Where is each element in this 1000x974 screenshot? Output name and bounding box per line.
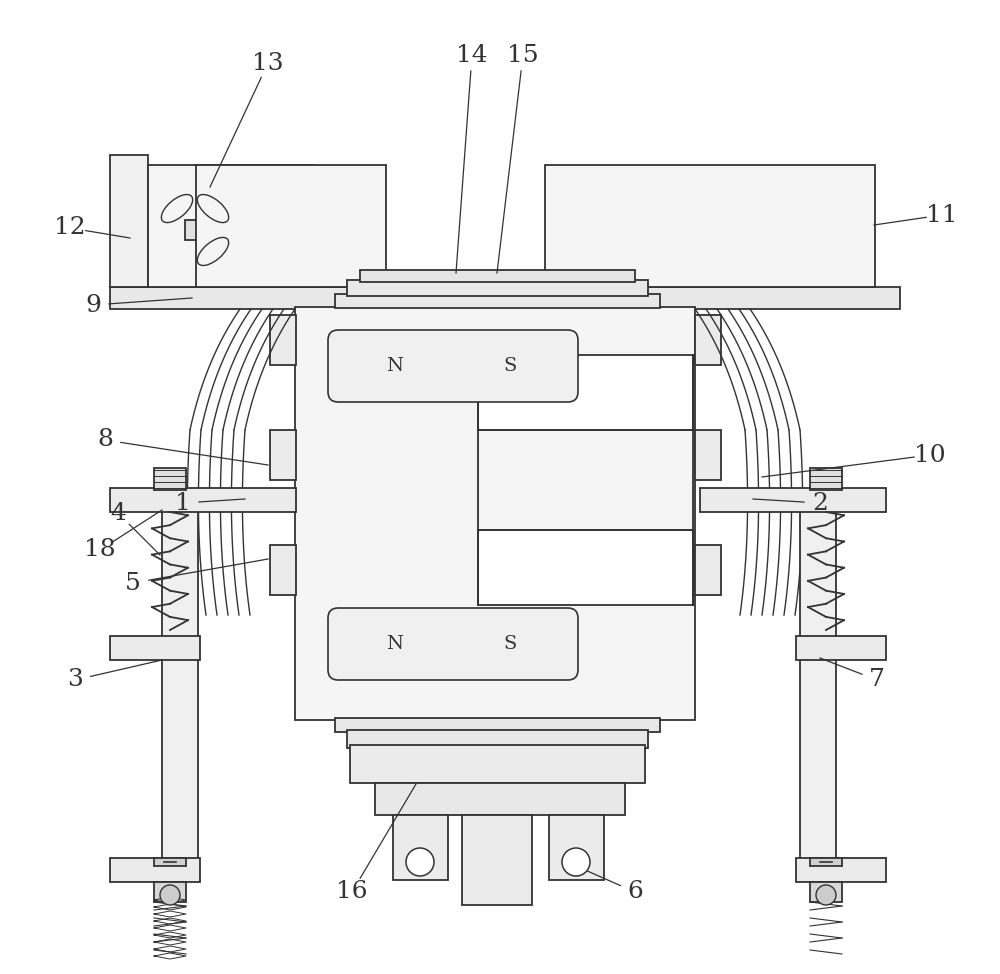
Text: 2: 2 [812, 492, 828, 514]
Bar [800, 490, 836, 870]
Circle shape [160, 885, 180, 905]
Text: 8: 8 [97, 429, 113, 452]
Bar [110, 155, 148, 287]
Text: 5: 5 [125, 572, 141, 594]
Bar [196, 165, 386, 287]
Text: 1: 1 [175, 492, 191, 514]
Text: 7: 7 [869, 668, 885, 692]
Circle shape [562, 848, 590, 876]
Text: 6: 6 [627, 880, 643, 904]
Bar [700, 488, 886, 512]
Bar [360, 270, 635, 282]
Bar [154, 468, 186, 490]
Bar [360, 747, 635, 761]
Text: 15: 15 [507, 44, 539, 66]
Text: 10: 10 [914, 443, 946, 467]
Bar [295, 307, 695, 720]
Circle shape [406, 848, 434, 876]
Bar [695, 545, 721, 595]
FancyBboxPatch shape [328, 330, 578, 402]
Bar [162, 490, 198, 870]
Text: 4: 4 [110, 502, 126, 525]
Bar [110, 488, 296, 512]
Text: 18: 18 [84, 539, 116, 561]
Bar [810, 468, 842, 490]
Bar [810, 882, 842, 902]
FancyBboxPatch shape [328, 608, 578, 680]
Bar [110, 636, 200, 660]
Text: 3: 3 [67, 668, 83, 692]
Bar [347, 280, 648, 296]
Bar [148, 165, 315, 287]
Bar [810, 858, 842, 866]
Text: S: S [503, 635, 517, 653]
Bar [154, 882, 186, 902]
Bar [478, 530, 693, 605]
Bar [478, 355, 693, 430]
Bar [549, 815, 604, 880]
Bar [335, 294, 660, 308]
Text: 13: 13 [252, 52, 284, 74]
Text: N: N [386, 635, 404, 653]
Bar [393, 815, 448, 880]
Bar [796, 636, 886, 660]
Bar [796, 858, 886, 882]
Text: 11: 11 [926, 204, 958, 227]
Bar [270, 545, 296, 595]
Bar [375, 783, 625, 815]
Circle shape [816, 885, 836, 905]
Bar [154, 858, 186, 866]
Bar [110, 287, 900, 309]
Text: 12: 12 [54, 216, 86, 240]
Bar [270, 430, 296, 480]
Text: 9: 9 [85, 293, 101, 317]
Text: 14: 14 [456, 44, 488, 66]
Bar [479, 272, 501, 288]
Bar [185, 220, 205, 240]
Bar [335, 718, 660, 732]
Bar [545, 165, 875, 287]
Bar [695, 430, 721, 480]
Text: 16: 16 [336, 880, 368, 904]
Bar [449, 272, 479, 288]
Bar [462, 815, 532, 905]
Bar [110, 858, 200, 882]
Bar [350, 745, 645, 783]
Bar [695, 315, 721, 365]
Bar [347, 730, 648, 748]
Text: S: S [503, 357, 517, 375]
Text: N: N [386, 357, 404, 375]
Bar [270, 315, 296, 365]
